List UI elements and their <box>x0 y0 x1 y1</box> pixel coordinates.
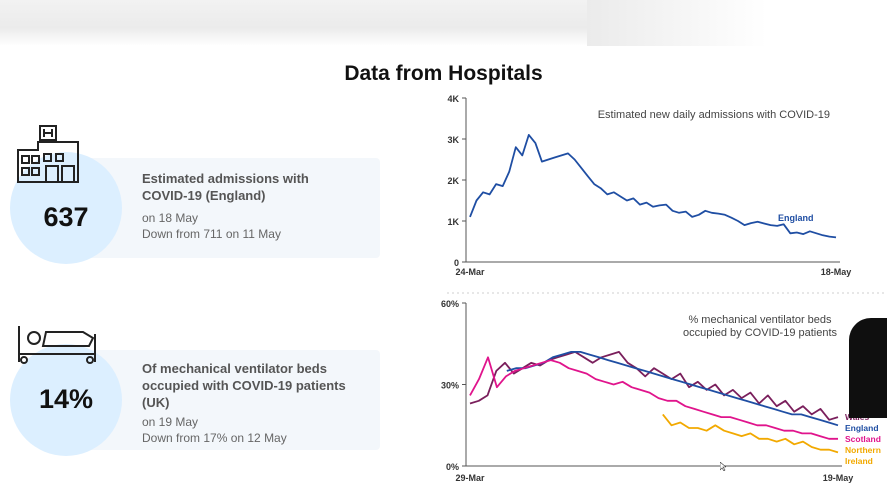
stat-label-line-3: (UK) <box>142 395 170 410</box>
chart-2-y-tick-label: 30% <box>441 381 459 391</box>
chart-2-y-tick-label: 60% <box>441 299 459 309</box>
chart-1-y-tick-label: 1K <box>447 217 459 227</box>
stat-card-admissions: 637 Estimated admissions with COVID-19 (… <box>10 125 380 264</box>
stat-value: 14% <box>38 384 94 414</box>
stat-value: 637 <box>43 202 89 232</box>
page-title: Data from Hospitals <box>344 62 543 85</box>
stat-label-line-2: COVID-19 (England) <box>142 188 266 203</box>
chart-1-series-england <box>469 134 837 239</box>
chart-2-legend-label: Ireland <box>845 456 873 466</box>
presenter-silhouette <box>849 318 887 418</box>
stat-change: Down from 711 on 11 May <box>142 227 281 241</box>
chart-2-series-scotland <box>469 356 838 440</box>
chart-1-x-tick-label-start: 24-Mar <box>455 267 485 277</box>
chart-1-y-tick-label: 4K <box>447 94 459 104</box>
chart-2-series-wales <box>469 351 839 421</box>
top-banner-right <box>587 0 887 46</box>
chart-2-series-england <box>506 351 839 427</box>
chart-2-x-tick-label-start: 29-Mar <box>455 473 485 483</box>
stat-band <box>85 350 380 450</box>
stat-circle <box>10 344 122 456</box>
chart-2-legend-label: Scotland <box>845 434 881 444</box>
stat-label-line-1: Of mechanical ventilator beds <box>142 361 327 376</box>
hospital-bed-icon <box>18 326 96 364</box>
chart-2-x-tick-label-end: 19-May <box>823 473 854 483</box>
stat-card-ventilator: 14% Of mechanical ventilator beds occupi… <box>10 326 380 456</box>
chart-2-series-northern-ireland <box>662 413 839 454</box>
stat-date: on 19 May <box>142 415 199 429</box>
hospital-icon <box>17 125 79 183</box>
chart-1-y-tick-label: 3K <box>447 135 459 145</box>
chart-1-series-label-england: England <box>778 213 814 223</box>
stat-date: on 18 May <box>142 211 199 225</box>
chart-2-y-tick-label: 0% <box>446 462 459 472</box>
chart-1-x-tick-label-end: 18-May <box>821 267 852 277</box>
stat-band <box>85 158 380 258</box>
chart-2-title-line-1: % mechanical ventilator beds <box>688 314 832 326</box>
chart-1-y-tick-label: 0 <box>454 258 459 268</box>
chart-2-legend-label: Northern <box>845 445 881 455</box>
stat-label-line-2: occupied with COVID-19 patients <box>142 378 346 393</box>
chart-2-legend-label: England <box>845 423 879 433</box>
chart-1-title: Estimated new daily admissions with COVI… <box>598 109 830 121</box>
stat-change: Down from 17% on 12 May <box>142 431 287 445</box>
stat-label-line-1: Estimated admissions with <box>142 171 309 186</box>
chart-1-y-tick-label: 2K <box>447 176 459 186</box>
mouse-cursor-icon <box>720 462 726 471</box>
chart-2-title-line-2: occupied by COVID-19 patients <box>683 327 838 339</box>
